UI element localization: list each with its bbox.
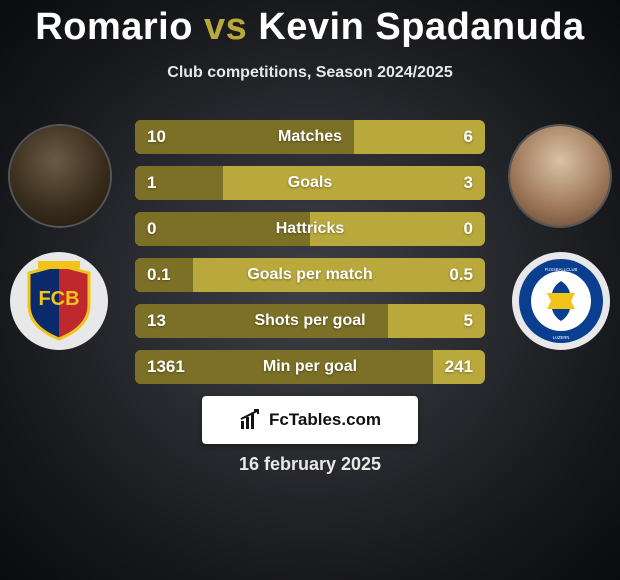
stat-label: Min per goal [135,358,485,376]
site-badge[interactable]: FcTables.com [202,396,418,444]
player-right-name: Kevin Spadanuda [258,6,584,48]
stat-value-right: 241 [445,357,473,377]
club-right-badge: FUSSBALLCLUB LUZERN [512,252,610,350]
player-left-name: Romario [35,6,193,48]
club-right-crest-icon: FUSSBALLCLUB LUZERN [517,257,605,345]
site-logo-icon [239,409,261,431]
stat-label: Goals [135,174,485,192]
player-right-avatar [510,126,610,226]
club-left-badge: FCB [10,252,108,350]
stat-value-right: 0.5 [449,265,473,285]
svg-text:FUSSBALLCLUB: FUSSBALLCLUB [545,267,578,272]
stat-row: 1Goals3 [135,166,485,200]
stat-value-right: 5 [464,311,473,331]
stat-row: 13Shots per goal5 [135,304,485,338]
site-name: FcTables.com [269,410,381,430]
stat-value-right: 3 [464,173,473,193]
stat-label: Hattricks [135,220,485,238]
stat-label: Matches [135,128,485,146]
vs-separator: vs [204,6,247,48]
date-label: 16 february 2025 [0,454,620,475]
stat-label: Goals per match [135,266,485,284]
page-title: Romario vs Kevin Spadanuda [0,6,620,49]
stat-value-right: 0 [464,219,473,239]
stat-label: Shots per goal [135,312,485,330]
subtitle: Club competitions, Season 2024/2025 [0,64,620,82]
stat-row: 1361Min per goal241 [135,350,485,384]
player-left-avatar [10,126,110,226]
stat-value-right: 6 [464,127,473,147]
svg-text:LUZERN: LUZERN [553,335,570,340]
stat-row: 10Matches6 [135,120,485,154]
stat-row: 0.1Goals per match0.5 [135,258,485,292]
club-left-crest-icon: FCB [24,261,94,341]
stat-row: 0Hattricks0 [135,212,485,246]
svg-text:FCB: FCB [38,288,79,310]
comparison-bars: 10Matches6 1Goals3 0Hattricks0 0.1Goals per… [135,120,485,396]
